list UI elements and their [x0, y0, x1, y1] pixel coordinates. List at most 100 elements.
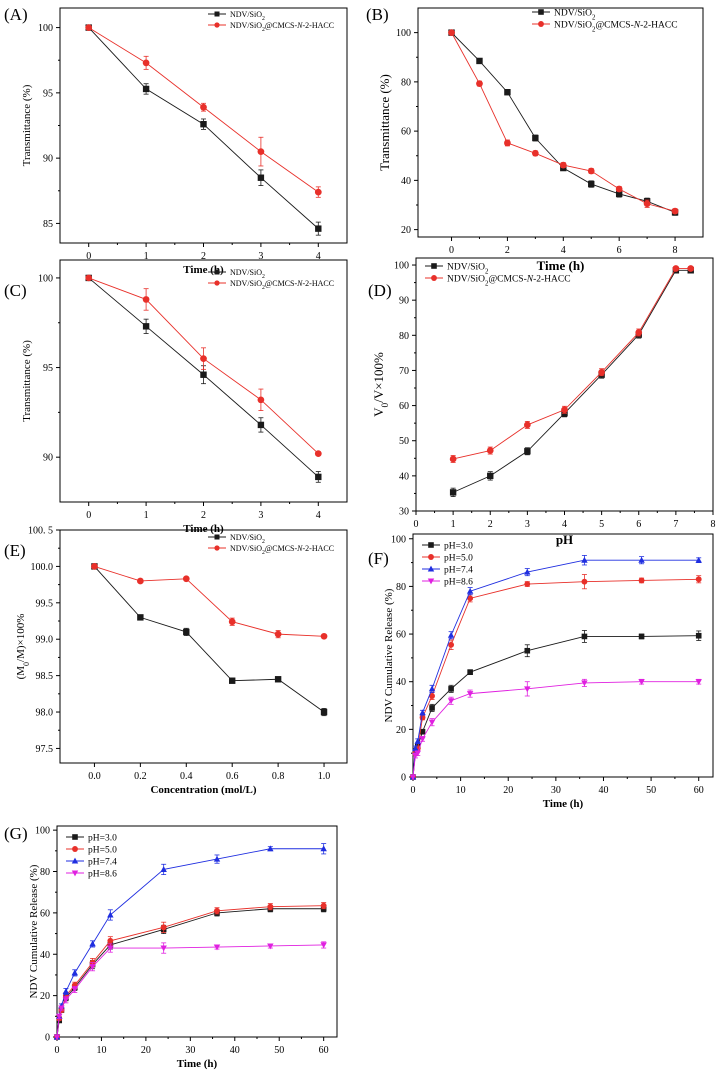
legend-marker: [427, 565, 435, 572]
y-tick-label: 100. 5: [28, 526, 53, 537]
plot-frame: [59, 529, 348, 764]
y-tick-label: 40: [399, 471, 409, 482]
y-tick-label: 90: [43, 154, 53, 165]
data-point: [476, 57, 483, 65]
series-line: [56, 908, 324, 1038]
legend-label: pH=8.6: [88, 869, 117, 879]
series-2: [91, 563, 328, 640]
data-point: [504, 89, 511, 96]
series-line: [412, 681, 699, 778]
legend-marker: [538, 21, 544, 27]
x-tick-label: 1: [144, 510, 149, 521]
series-1: [85, 24, 322, 236]
data-point: [524, 686, 531, 693]
y-tick-label: 20: [40, 991, 50, 1002]
data-point: [449, 489, 457, 496]
legend-label: NDV/SiO2@CMCS-N-2-HACC: [230, 279, 334, 291]
data-point: [89, 964, 96, 971]
x-axis-label: Time (h): [177, 1058, 218, 1070]
data-point: [314, 450, 322, 457]
legend-marker: [214, 534, 220, 540]
legend-label: NDV/SiO2: [230, 533, 265, 545]
y-tick-label: 80: [399, 331, 409, 342]
data-point: [476, 80, 483, 87]
y-tick-label: 80: [40, 867, 50, 878]
data-point: [320, 845, 327, 852]
data-point: [695, 576, 702, 583]
series-2: [410, 574, 702, 780]
x-tick-label: 2: [505, 245, 510, 256]
data-point: [643, 200, 651, 208]
x-tick-label: 10: [456, 785, 466, 796]
series-3: [409, 555, 702, 780]
legend-label: NDV/SiO2@CMCS-N-2-HACC: [554, 20, 678, 33]
data-point: [160, 945, 167, 952]
data-point: [53, 1034, 61, 1041]
y-tick-label: 85: [43, 219, 53, 230]
panel-label: (C): [4, 281, 27, 300]
x-tick-label: 0.6: [226, 771, 239, 782]
legend-label: pH=8.6: [444, 577, 473, 587]
x-tick-label: 4: [561, 245, 566, 256]
chart-panel-d: (D) 0 1 2 3 4 5 6 7 8 30 40 50 60 70 80 90 100 pH V0/V×100%…: [368, 257, 716, 547]
series-2: [85, 274, 322, 457]
legend-marker: [428, 554, 434, 560]
series-1: [449, 267, 694, 497]
y-tick-label: 95: [43, 363, 53, 374]
x-tick-label: 0: [86, 510, 91, 521]
legend-marker: [71, 870, 79, 877]
series-4: [53, 941, 327, 1041]
y-tick-label: 90: [43, 453, 53, 464]
data-point: [142, 323, 150, 330]
data-point: [71, 986, 78, 993]
data-point: [561, 406, 568, 414]
x-tick-label: 60: [694, 785, 704, 796]
y-tick-label: 0: [45, 1033, 50, 1044]
y-tick-label: 80: [396, 582, 406, 593]
legend-marker: [214, 545, 220, 551]
x-tick-label: 0.8: [272, 771, 285, 782]
y-axis-label: (M0/M)×100%: [15, 614, 31, 680]
data-point: [524, 421, 531, 429]
x-axis-label: Time (h): [183, 264, 224, 276]
data-point: [467, 595, 474, 602]
legend-marker: [538, 9, 544, 15]
legend-marker: [427, 578, 435, 585]
data-point: [412, 745, 419, 751]
data-point: [315, 225, 322, 232]
data-point: [615, 190, 623, 198]
y-tick-label: 30: [399, 507, 409, 518]
y-tick-label: 100: [394, 261, 409, 272]
series-2: [54, 902, 327, 1040]
data-point: [638, 633, 645, 640]
chart-panel-g: (G) 0 10 20 30 40 50 60 0 20 40 60 80 100 Time (h) NDV …: [4, 824, 338, 1070]
x-tick-label: 0.4: [180, 771, 193, 782]
legend-marker: [214, 269, 220, 275]
legend-label: NDV/SiO2: [447, 262, 489, 275]
y-tick-label: 100: [35, 826, 50, 837]
series-2: [448, 29, 679, 215]
legend-label: pH=3.0: [444, 541, 473, 551]
x-tick-label: 3: [258, 251, 263, 262]
legend-label: NDV/SiO2: [230, 268, 265, 280]
data-point: [635, 329, 643, 336]
data-point: [89, 940, 96, 947]
data-point: [85, 24, 93, 31]
data-point: [467, 669, 473, 675]
y-axis-label: Transmittance (%): [377, 74, 392, 171]
series-1: [448, 29, 679, 216]
x-tick-label: 40: [598, 785, 608, 796]
y-tick-label: 20: [396, 725, 406, 736]
x-tick-label: 20: [503, 785, 513, 796]
plot-frame: [415, 257, 714, 512]
series-1: [85, 274, 322, 483]
x-tick-label: 40: [230, 1045, 240, 1056]
data-point: [638, 556, 645, 563]
plot-frame: [417, 7, 704, 238]
plot-frame: [412, 533, 714, 778]
x-tick-label: 1: [144, 251, 149, 262]
legend-label: pH=3.0: [88, 833, 117, 843]
legend-marker: [72, 846, 78, 852]
